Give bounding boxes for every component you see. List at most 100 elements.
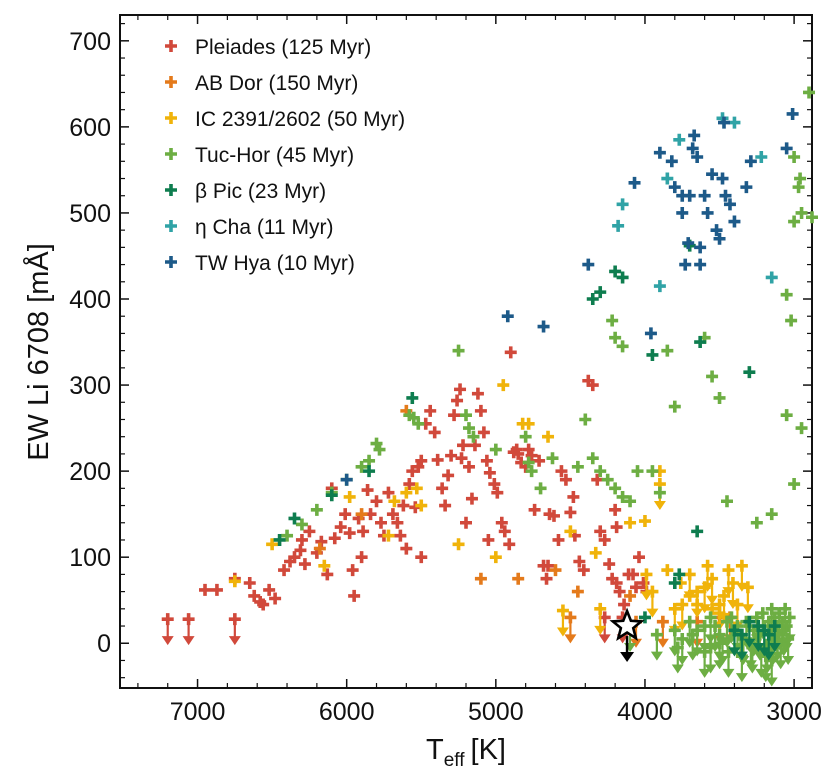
data-point [462, 422, 475, 435]
upper-limit-arrow-head [564, 634, 577, 644]
data-point [415, 551, 428, 564]
data-point [452, 344, 465, 357]
data-point [388, 495, 401, 508]
data-point [780, 142, 793, 155]
data-point [624, 495, 637, 508]
y-tick-label: 500 [69, 200, 111, 228]
data-point [594, 525, 607, 538]
series-group [340, 107, 799, 486]
y-tick-label: 700 [69, 28, 111, 56]
data-point [638, 611, 651, 624]
legend-label: AB Dor (150 Myr) [195, 72, 358, 95]
data-point [549, 564, 562, 577]
x-axis-label-unit: [K] [471, 734, 506, 766]
x-tick-label: 6000 [319, 698, 375, 726]
legend-marker [165, 148, 177, 160]
upper-limit-arrow-head [676, 655, 689, 665]
y-tick-label: 0 [97, 630, 111, 658]
data-point [339, 508, 352, 521]
data-point [765, 271, 778, 284]
data-point [795, 422, 808, 435]
upper-limit-arrow-head [722, 668, 735, 678]
data-point [552, 533, 565, 546]
upper-limit-arrow-head [698, 604, 711, 614]
data-point [688, 129, 701, 142]
legend-label: Pleiades (125 Myr) [195, 36, 371, 59]
data-point [361, 484, 374, 497]
y-tick-label: 400 [69, 286, 111, 314]
data-point [591, 473, 604, 486]
data-point [594, 286, 607, 299]
data-point [489, 551, 502, 564]
data-point [288, 551, 301, 564]
data-point [586, 379, 599, 392]
data-point [460, 516, 472, 529]
data-point [728, 215, 741, 228]
data-point [613, 585, 626, 598]
data-point [442, 469, 455, 482]
data-point [248, 589, 261, 602]
data-point [445, 449, 458, 462]
data-point [400, 542, 413, 555]
data-point [710, 224, 723, 237]
data-point [431, 453, 444, 466]
data-point [676, 206, 689, 219]
data-point [370, 437, 383, 450]
data-point [627, 568, 640, 581]
data-point [788, 215, 801, 228]
upper-limit-arrow-head [706, 595, 719, 605]
data-point [334, 521, 347, 534]
data-point [616, 271, 629, 284]
data-point [795, 206, 808, 219]
upper-limit-arrow-head [774, 660, 787, 670]
data-point [318, 559, 331, 572]
data-point [394, 529, 407, 542]
data-point [547, 509, 560, 522]
data-point [363, 465, 376, 478]
y-tick-label: 100 [69, 544, 111, 572]
upper-limit-arrow-head [182, 636, 195, 646]
data-point [601, 473, 614, 486]
data-point [785, 314, 798, 327]
data-point [382, 529, 395, 542]
data-point [586, 452, 599, 465]
data-point [644, 327, 657, 340]
data-point [646, 348, 659, 361]
data-point [630, 581, 643, 594]
series-group [281, 86, 818, 687]
data-point [803, 86, 816, 99]
data-point [533, 454, 546, 467]
data-point [522, 456, 535, 469]
data-point [571, 585, 584, 598]
data-point [638, 515, 651, 528]
legend-marker [165, 220, 177, 232]
data-point [582, 258, 595, 271]
data-point [340, 473, 353, 486]
data-point [497, 379, 510, 392]
data-point [355, 551, 368, 564]
data-point [603, 558, 616, 571]
data-point [577, 564, 590, 577]
data-point [668, 577, 681, 590]
data-point [512, 572, 525, 585]
upper-limit-arrow-head [650, 651, 663, 661]
upper-limit-arrow-head [161, 636, 174, 646]
data-point [303, 525, 316, 538]
data-point [676, 189, 689, 202]
data-point [618, 598, 631, 611]
upper-limit-arrow-head [782, 655, 795, 665]
legend-marker [165, 184, 177, 196]
data-point [713, 391, 726, 404]
data-point [765, 508, 778, 521]
series-group [273, 239, 781, 661]
data-point [571, 460, 584, 473]
data-point [288, 512, 301, 525]
data-point [512, 447, 525, 460]
legend-marker [165, 40, 177, 52]
data-point [698, 189, 711, 202]
data-point [686, 142, 699, 155]
data-point [661, 172, 674, 185]
data-point [546, 452, 559, 465]
series-group [228, 379, 754, 637]
data-point [606, 314, 619, 327]
